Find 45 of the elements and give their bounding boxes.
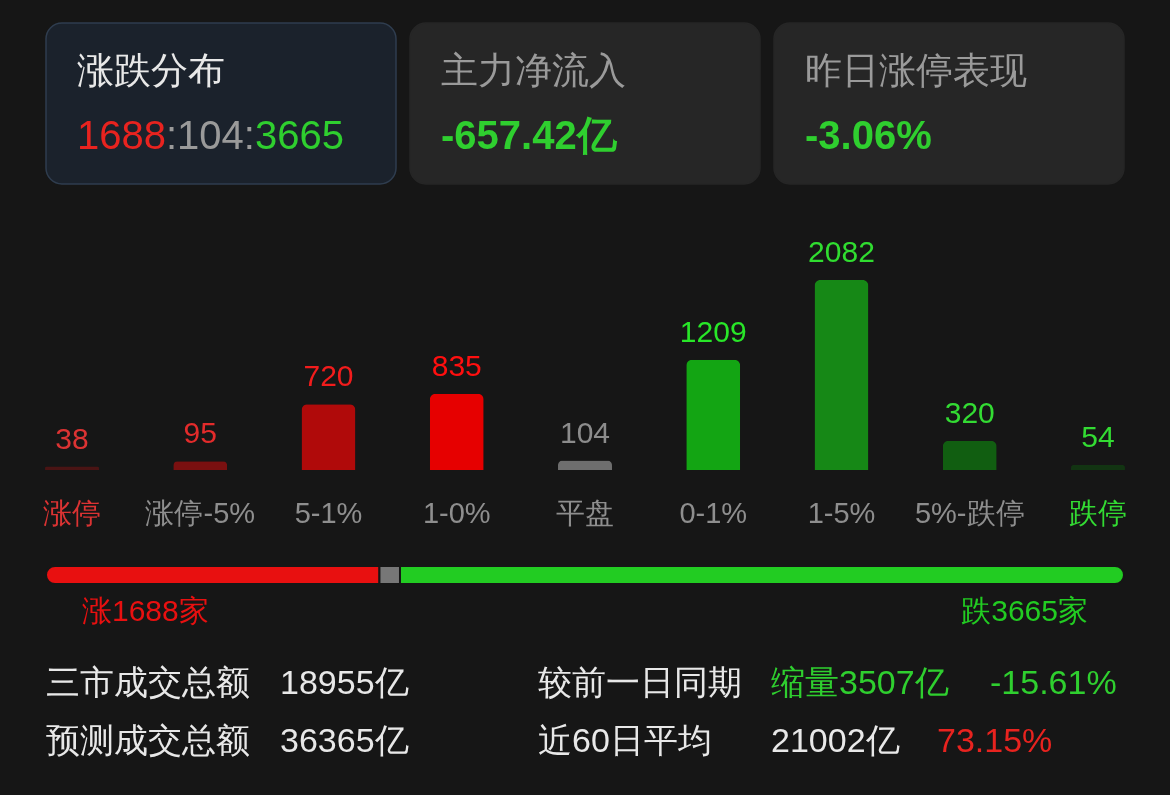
text: 预测成交总额	[46, 721, 250, 759]
data-label: 跌3665家	[961, 594, 1088, 627]
x-tick-label: 1-0%	[422, 497, 491, 529]
bar	[1070, 465, 1125, 470]
x-tick-label: 5-1%	[294, 497, 363, 529]
data-label: 835	[431, 348, 482, 382]
text: 缩量3507亿	[771, 663, 949, 701]
bar	[686, 359, 741, 470]
text: -15.61%	[990, 663, 1117, 701]
data-label: 38	[55, 421, 89, 455]
data-label: 95	[183, 416, 217, 450]
text: :104:	[165, 113, 255, 157]
bar	[301, 404, 356, 470]
bar	[558, 460, 612, 470]
text: 较前一日同期	[538, 663, 742, 701]
x-tick-label: 涨停	[43, 497, 102, 529]
data-label: 涨1688家	[82, 594, 209, 627]
x-tick-label: 1-5%	[807, 497, 876, 529]
x-tick-label: 0-1%	[679, 497, 748, 529]
bar	[942, 440, 997, 470]
data-label: 104	[559, 415, 611, 449]
text: 涨跌分布	[77, 50, 225, 91]
text: 昨日涨停表现	[805, 50, 1027, 91]
data-label: 1209	[679, 314, 747, 348]
text: -657.42亿	[441, 113, 618, 157]
text: 21002亿	[771, 721, 900, 759]
text: 73.15%	[937, 721, 1053, 759]
text: 3665	[254, 113, 344, 157]
text: 三市成交总额	[46, 663, 250, 701]
data-label: 720	[303, 359, 354, 393]
x-tick-label: 5%-跌停	[914, 497, 1025, 529]
bar	[814, 280, 869, 470]
text: -3.06%	[805, 113, 932, 157]
text: 18955亿	[280, 663, 409, 701]
text: 36365亿	[280, 721, 409, 759]
text: 近60日平均	[538, 721, 712, 759]
bar	[429, 393, 484, 470]
x-tick-label: 平盘	[556, 497, 614, 529]
text: 主力净流入	[441, 50, 626, 91]
x-tick-label: 涨停-5%	[145, 497, 256, 529]
text: 1688	[77, 113, 166, 157]
x-tick-label: 跌停	[1068, 497, 1127, 529]
data-label: 320	[944, 395, 995, 429]
data-label: 54	[1081, 420, 1115, 454]
data-label: 2082	[808, 235, 875, 268]
